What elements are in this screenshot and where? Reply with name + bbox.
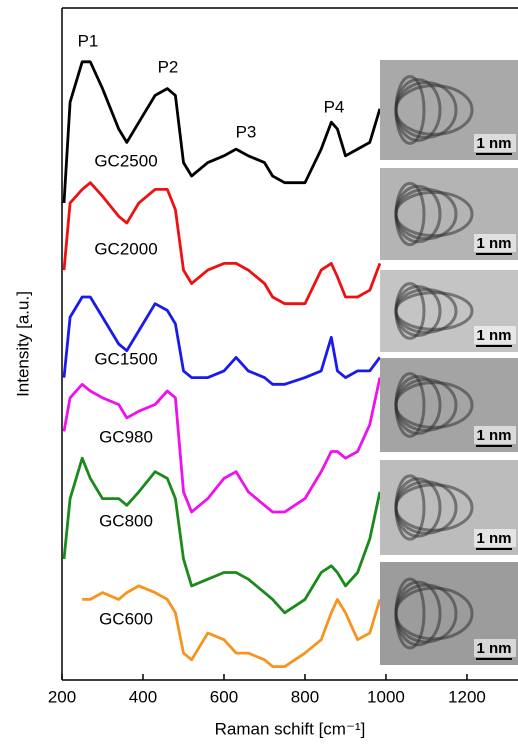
series-label: GC2500	[94, 151, 157, 170]
series-label: GC800	[99, 511, 153, 530]
lattice-fringe	[394, 483, 474, 532]
spectrum-line	[62, 295, 382, 386]
spectrum-line	[62, 456, 382, 615]
scale-label: 1 nm	[476, 530, 511, 547]
x-tick-label: 200	[48, 687, 76, 706]
x-tick-label: 1000	[367, 687, 405, 706]
spectrum-line	[82, 584, 382, 668]
spectrum-line	[62, 181, 382, 306]
series-label: GC2000	[94, 239, 157, 258]
lattice-fringe	[394, 84, 474, 136]
spectrum-line	[62, 60, 382, 203]
peak-label: P4	[324, 97, 345, 116]
lattice-fringe	[394, 291, 474, 331]
scale-label: 1 nm	[476, 427, 511, 444]
scale-bg	[474, 134, 516, 152]
scale-bg	[474, 234, 516, 252]
scale-bg	[474, 529, 516, 547]
peak-label: P3	[236, 122, 257, 141]
spectrum-line	[62, 377, 382, 514]
y-axis-label: Intensity [a.u.]	[13, 291, 32, 397]
lattice-fringe	[394, 381, 474, 429]
x-tick-label: 800	[291, 687, 319, 706]
x-tick-label: 1200	[448, 687, 486, 706]
series-label: GC600	[99, 609, 153, 628]
series-label: GC1500	[94, 349, 157, 368]
scale-bg	[474, 426, 516, 444]
scale-bg	[474, 639, 516, 657]
scale-label: 1 nm	[476, 327, 511, 344]
scale-bg	[474, 326, 516, 344]
scale-label: 1 nm	[476, 640, 511, 657]
scale-label: 1 nm	[476, 135, 511, 152]
lattice-fringe	[394, 586, 474, 641]
x-axis-label: Raman schift [cm⁻¹]	[215, 719, 366, 738]
x-tick-label: 400	[129, 687, 157, 706]
series-label: GC980	[99, 427, 153, 446]
x-tick-label: 600	[210, 687, 238, 706]
lattice-fringe	[394, 190, 474, 238]
peak-label: P1	[78, 31, 99, 50]
peak-label: P2	[158, 57, 179, 76]
scale-label: 1 nm	[476, 235, 511, 252]
